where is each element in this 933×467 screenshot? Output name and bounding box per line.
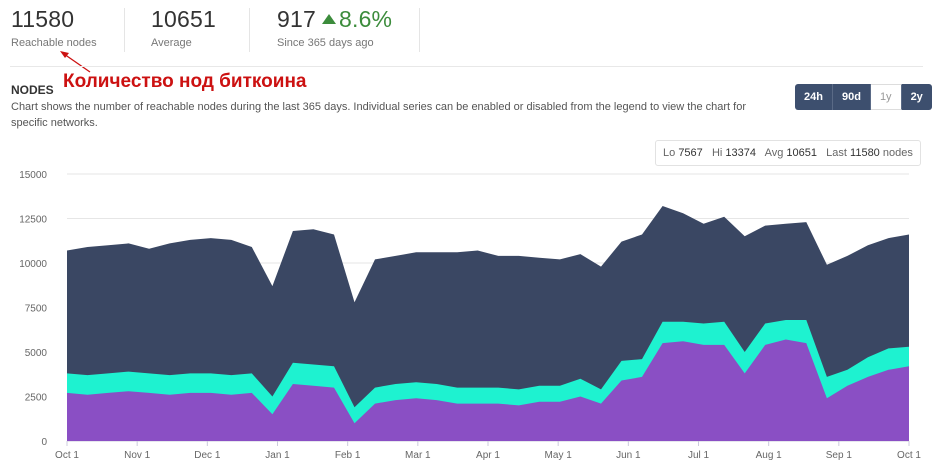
stats-bar: 11580 Reachable nodes 10651 Average 917 8… bbox=[0, 0, 933, 62]
reachable-label: Reachable nodes bbox=[11, 37, 97, 49]
avg-label: Avg bbox=[764, 147, 784, 159]
last-label: Last bbox=[826, 147, 847, 159]
y-tick-label: 15000 bbox=[19, 170, 47, 181]
stat-divider bbox=[249, 8, 250, 52]
y-tick-label: 2500 bbox=[25, 393, 48, 404]
stat-divider bbox=[124, 8, 125, 52]
section-title: NODES bbox=[11, 83, 54, 97]
x-tick-label: Jan 1 bbox=[265, 450, 290, 461]
x-tick-label: Dec 1 bbox=[194, 450, 221, 461]
range-button-24h[interactable]: 24h bbox=[795, 84, 833, 110]
range-button-90d[interactable]: 90d bbox=[832, 84, 871, 110]
nodes-chart: 0 2500 5000 7500 10000 12500 15000 Oct 1 Nov 1 De… bbox=[19, 170, 921, 461]
stat-reachable: 11580 Reachable nodes bbox=[11, 6, 97, 49]
stat-divider bbox=[419, 8, 420, 52]
x-tick-label: Feb 1 bbox=[335, 450, 361, 461]
summary-box: Lo 7567 Hi 13374 Avg 10651 Last 11580 no… bbox=[655, 140, 921, 166]
lo-label: Lo bbox=[663, 147, 676, 159]
stat-average: 10651 Average bbox=[151, 6, 216, 49]
x-tick-label: Oct 1 bbox=[897, 450, 921, 461]
change-label: Since 365 days ago bbox=[277, 37, 374, 49]
change-percent: 8.6% bbox=[338, 6, 393, 32]
x-tick-label: Jun 1 bbox=[616, 450, 641, 461]
last-unit: nodes bbox=[882, 147, 913, 159]
x-tick-label: Oct 1 bbox=[55, 450, 79, 461]
range-button-2y[interactable]: 2y bbox=[901, 84, 932, 110]
reachable-value: 11580 bbox=[11, 6, 75, 32]
x-tick-label: Aug 1 bbox=[756, 450, 783, 461]
average-value: 10651 bbox=[151, 6, 216, 32]
annotation-text: Количество нод биткоина bbox=[63, 71, 307, 92]
x-tick-label: Sep 1 bbox=[826, 450, 853, 461]
x-tick-label: Apr 1 bbox=[476, 450, 500, 461]
arrow-up-icon bbox=[321, 14, 336, 25]
x-tick-label: May 1 bbox=[545, 450, 573, 461]
avg-value: 10651 bbox=[786, 147, 817, 159]
x-tick-label: Jul 1 bbox=[688, 450, 710, 461]
separator bbox=[10, 66, 923, 67]
annotation-arrow bbox=[60, 51, 91, 73]
y-tick-label: 5000 bbox=[25, 348, 48, 359]
series-area-bottom bbox=[67, 339, 909, 441]
last-value: 11580 bbox=[850, 147, 880, 159]
lo-value: 7567 bbox=[678, 147, 703, 159]
hi-label: Hi bbox=[711, 147, 723, 159]
range-selector: 24h 90d 1y 2y bbox=[795, 84, 932, 110]
stat-change: 917 8.6% Since 365 days ago bbox=[277, 6, 392, 49]
y-tick-label: 7500 bbox=[25, 304, 48, 315]
section-description: Chart shows the number of reachable node… bbox=[11, 101, 746, 129]
y-tick-label: 0 bbox=[41, 437, 47, 448]
x-tick-label: Mar 1 bbox=[405, 450, 431, 461]
x-tick-label: Nov 1 bbox=[124, 450, 151, 461]
range-button-1y[interactable]: 1y bbox=[870, 84, 902, 110]
y-tick-label: 12500 bbox=[19, 215, 47, 226]
average-label: Average bbox=[151, 37, 192, 49]
hi-value: 13374 bbox=[725, 147, 757, 159]
y-tick-label: 10000 bbox=[19, 259, 47, 270]
change-value: 917 bbox=[277, 6, 316, 32]
